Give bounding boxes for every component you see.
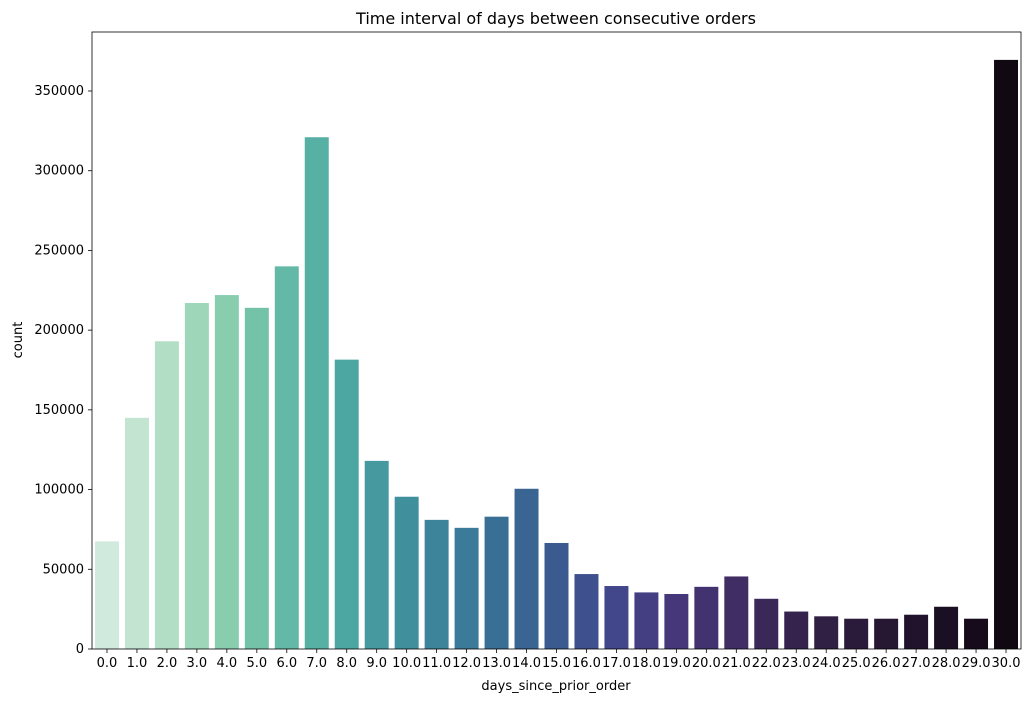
x-tick-label: 5.0	[246, 656, 267, 671]
bar-23.0	[784, 611, 809, 649]
x-tick-label: 2.0	[157, 656, 178, 671]
bar-5.0	[244, 307, 269, 649]
x-tick-label: 18.0	[632, 656, 661, 671]
y-tick-label: 100000	[34, 483, 84, 498]
bar-7.0	[304, 137, 329, 650]
bar-10.0	[394, 496, 419, 649]
y-tick-label: 200000	[34, 323, 84, 338]
x-tick-label: 25.0	[842, 656, 871, 671]
bar-15.0	[544, 542, 569, 649]
plot-area: 0 50000 100000 150000 200000 250000 300000 3500…	[34, 31, 1022, 671]
x-tick-label: 4.0	[217, 656, 238, 671]
x-tick-label: 12.0	[452, 656, 481, 671]
x-tick-label: 9.0	[366, 656, 387, 671]
x-tick-label: 13.0	[482, 656, 511, 671]
bar-25.0	[844, 618, 869, 649]
bar-22.0	[754, 598, 779, 649]
x-tick-label: 14.0	[512, 656, 541, 671]
x-tick-label: 26.0	[872, 656, 901, 671]
x-tick-label: 23.0	[782, 656, 811, 671]
bar-2.0	[154, 341, 179, 649]
bar-11.0	[424, 519, 449, 649]
x-tick-label: 1.0	[127, 656, 148, 671]
bar-9.0	[364, 460, 389, 649]
x-tick-label: 30.0	[992, 656, 1021, 671]
y-tick-label: 300000	[34, 164, 84, 179]
x-tick-label: 0.0	[97, 656, 118, 671]
bar-19.0	[664, 593, 689, 649]
x-tick-label: 19.0	[662, 656, 691, 671]
x-tick-label: 28.0	[932, 656, 961, 671]
bar-12.0	[454, 527, 479, 649]
bar-18.0	[634, 592, 659, 649]
x-tick-label: 10.0	[392, 656, 421, 671]
x-tick-label: 8.0	[336, 656, 357, 671]
y-tick-label: 0	[76, 642, 84, 657]
bar-26.0	[874, 618, 899, 649]
bar-29.0	[964, 618, 989, 649]
bar-24.0	[814, 616, 839, 649]
bar-14.0	[514, 488, 539, 649]
y-axis-label: count	[11, 322, 26, 359]
bar-0.0	[94, 541, 119, 649]
x-tick-label: 20.0	[692, 656, 721, 671]
bar-30.0	[994, 59, 1019, 650]
y-tick-label: 150000	[34, 403, 84, 418]
x-tick-label: 6.0	[276, 656, 297, 671]
x-tick-label: 17.0	[602, 656, 631, 671]
x-tick-label: 7.0	[306, 656, 327, 671]
bar-8.0	[334, 359, 359, 649]
chart-title: Time interval of days between consecutiv…	[355, 9, 756, 28]
x-tick-label: 16.0	[572, 656, 601, 671]
x-tick-label: 22.0	[752, 656, 781, 671]
bar-16.0	[574, 574, 599, 649]
y-tick-label: 50000	[43, 562, 84, 577]
bar-4.0	[214, 295, 239, 649]
x-tick-label: 24.0	[812, 656, 841, 671]
bar-28.0	[934, 606, 959, 649]
x-tick-label: 21.0	[722, 656, 751, 671]
x-tick-label: 27.0	[902, 656, 931, 671]
x-tick-label: 29.0	[962, 656, 991, 671]
bar-1.0	[124, 417, 149, 649]
bar-17.0	[604, 586, 629, 649]
bar-13.0	[484, 516, 509, 649]
bar-6.0	[274, 266, 299, 649]
x-axis-label: days_since_prior_order	[481, 679, 631, 694]
bar-27.0	[904, 614, 929, 649]
bar-3.0	[184, 303, 209, 649]
bar-20.0	[694, 586, 719, 649]
x-tick-label: 15.0	[542, 656, 571, 671]
y-tick-label: 350000	[34, 84, 84, 99]
y-tick-label: 250000	[34, 243, 84, 258]
x-tick-label: 3.0	[187, 656, 208, 671]
bar-21.0	[724, 576, 749, 649]
x-tick-label: 11.0	[422, 656, 451, 671]
